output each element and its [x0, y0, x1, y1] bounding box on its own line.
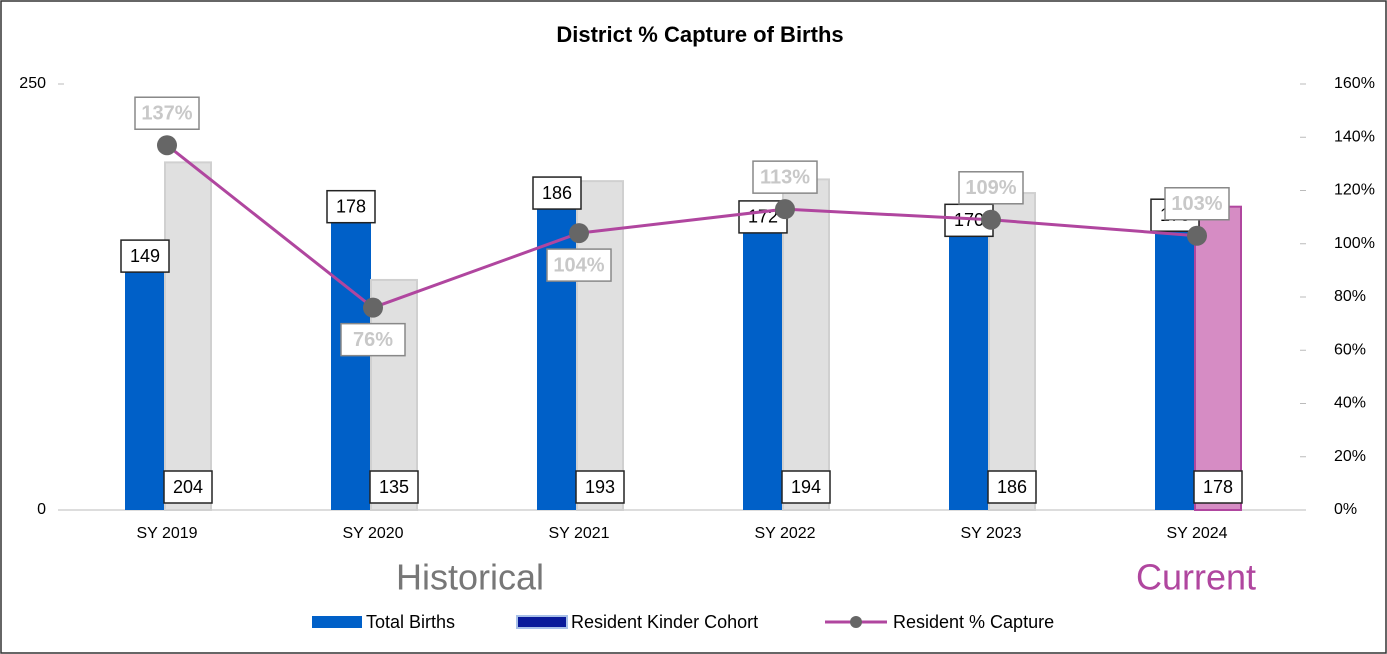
- value-label: 135: [379, 477, 409, 497]
- value-label-box: [326, 189, 376, 224]
- y2-tick-label: 40%: [1334, 395, 1366, 412]
- bar: [125, 256, 165, 510]
- line-marker: [981, 209, 1001, 230]
- y2-tick-label: 60%: [1334, 341, 1366, 358]
- bar: [949, 220, 989, 510]
- percent-label: 109%: [965, 177, 1016, 199]
- annotation: Historical: [396, 557, 544, 598]
- x-tick-label: SY 2023: [960, 525, 1021, 542]
- value-label-box: [120, 239, 170, 273]
- value-label: 178: [1203, 477, 1233, 497]
- bar: [1194, 205, 1242, 512]
- value-label-box: [1193, 470, 1243, 504]
- bar: [988, 192, 1036, 511]
- value-label: 193: [585, 477, 615, 497]
- x-tick-label: SY 2020: [342, 525, 403, 542]
- bar: [331, 206, 371, 511]
- line-marker: [775, 199, 795, 220]
- y-tick-label: 0: [37, 501, 46, 518]
- y2-tick-label: 20%: [1334, 448, 1366, 465]
- annotation: Current: [1136, 557, 1256, 598]
- value-label-box: [369, 470, 419, 504]
- legend-label: Resident Kinder Cohort: [571, 612, 758, 632]
- y2-tick-label: 160%: [1334, 75, 1375, 92]
- bar: [164, 161, 212, 511]
- y2-tick-label: 100%: [1334, 235, 1375, 252]
- value-label: 194: [791, 477, 821, 497]
- x-tick-label: SY 2024: [1166, 525, 1227, 542]
- value-label: 178: [336, 196, 366, 216]
- legend-swatch: [516, 615, 568, 629]
- x-tick-label: SY 2022: [754, 525, 815, 542]
- y2-tick-label: 140%: [1334, 128, 1375, 145]
- percent-label-box: [546, 248, 612, 282]
- bar: [743, 216, 783, 511]
- percent-label: 76%: [353, 329, 393, 351]
- bar: [782, 178, 830, 511]
- value-label-box: [987, 470, 1037, 504]
- legend-swatch: [850, 616, 862, 628]
- bar: [1155, 215, 1195, 510]
- line-marker: [1187, 225, 1207, 246]
- legend-label: Resident % Capture: [893, 612, 1054, 632]
- percent-label-box: [340, 322, 406, 357]
- line: [166, 144, 1198, 310]
- percent-label-box: [134, 96, 200, 130]
- legend-swatch: [312, 616, 362, 628]
- y2-tick-label: 120%: [1334, 182, 1375, 199]
- value-label: 204: [173, 477, 203, 497]
- percent-label: 137%: [141, 103, 192, 125]
- value-label-box: [781, 470, 831, 504]
- line-marker: [363, 297, 383, 318]
- percent-label-box: [752, 160, 818, 194]
- value-label: 186: [997, 477, 1027, 497]
- x-tick-label: SY 2021: [548, 525, 609, 542]
- y2-tick-label: 80%: [1334, 288, 1366, 305]
- legend-label: Total Births: [366, 612, 455, 632]
- percent-label-box: [1164, 187, 1230, 221]
- y2-tick-label: 0%: [1334, 501, 1357, 518]
- percent-label: 104%: [553, 254, 604, 276]
- value-label-box: [163, 470, 213, 504]
- percent-label: 113%: [760, 166, 810, 188]
- percent-label-box: [958, 171, 1024, 205]
- value-label: 149: [130, 246, 160, 266]
- chart-title: District % Capture of Births: [556, 22, 843, 47]
- percent-label: 103%: [1171, 193, 1222, 215]
- value-label-box: [575, 470, 625, 504]
- value-label: 186: [542, 183, 572, 203]
- line-marker: [569, 223, 589, 244]
- y-tick-label: 250: [19, 75, 46, 92]
- x-tick-label: SY 2019: [136, 525, 197, 542]
- line-marker: [157, 135, 177, 156]
- value-label-box: [532, 176, 582, 210]
